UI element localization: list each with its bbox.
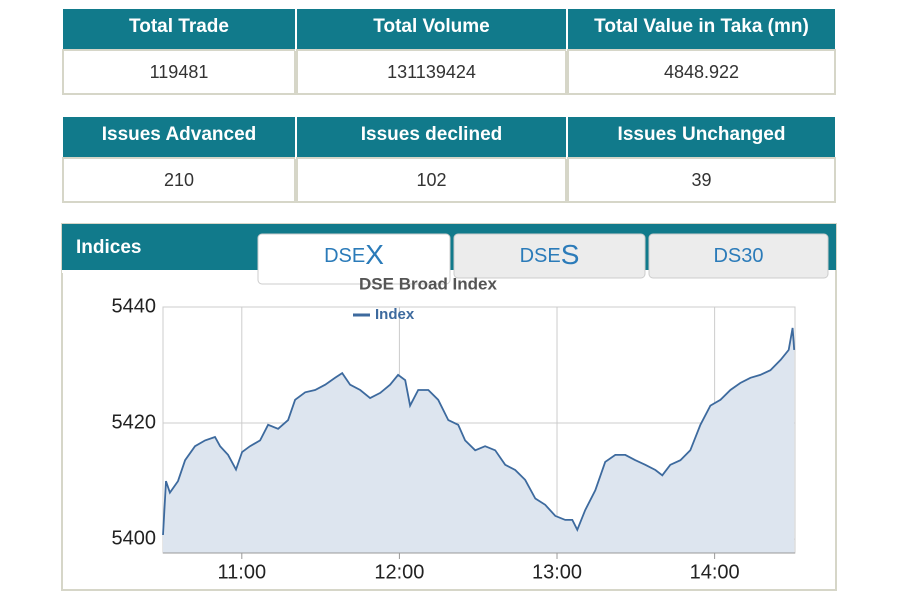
header-cell [61, 7, 297, 51]
area [163, 327, 795, 553]
data-cell [62, 49, 296, 95]
header-text: Issues Advanced [102, 124, 257, 145]
tab-label[interactable]: DS30 [713, 245, 763, 267]
cell-text: 210 [164, 170, 194, 190]
tab-label-part[interactable]: S [561, 239, 580, 270]
cell-text: 4848.922 [664, 62, 739, 82]
data-cell [296, 157, 567, 203]
legend-label[interactable]: Index [375, 306, 415, 323]
tab-label-part[interactable]: X [365, 239, 384, 270]
header-text: Total Trade [129, 16, 229, 37]
tab-label-part[interactable]: DS30 [713, 245, 763, 267]
line [162, 327, 796, 536]
tab-label[interactable]: DSEX [324, 239, 384, 270]
cell-text: 39 [691, 170, 711, 190]
x-tick-label: 14:00 [690, 561, 740, 583]
chart-title: DSE Broad Index [359, 274, 497, 293]
x-tick-label: 11:00 [218, 561, 267, 583]
cell-text: 102 [416, 170, 446, 190]
x-tick-label: 12:00 [374, 561, 424, 583]
header-text: Total Value in Taka (mn) [594, 16, 809, 37]
header-text: Issues declined [361, 124, 503, 145]
data-cell [567, 49, 836, 95]
tab[interactable] [257, 233, 451, 285]
header-cell [566, 115, 837, 159]
data-cell [567, 157, 836, 203]
y-tick-label: 5420 [112, 411, 157, 433]
panel-title: Indices [76, 237, 141, 258]
y-tick-label: 5400 [112, 527, 157, 549]
tab-label-part[interactable]: DSE [520, 245, 561, 267]
x-tick-label: 13:00 [532, 561, 582, 583]
data-cell [296, 49, 567, 95]
y-tick-label: 5440 [112, 295, 157, 317]
header-text: Total Volume [373, 16, 489, 37]
panel-header-underline [62, 270, 256, 273]
tab[interactable] [648, 233, 829, 279]
tab-label-part[interactable]: DSE [324, 245, 365, 267]
tab[interactable] [453, 233, 646, 279]
data-cell [62, 157, 296, 203]
cell-text: 131139424 [387, 62, 476, 82]
tab-label[interactable]: DSES [520, 239, 580, 270]
header-text: Issues Unchanged [618, 124, 786, 145]
cell-text: 119481 [150, 62, 209, 82]
